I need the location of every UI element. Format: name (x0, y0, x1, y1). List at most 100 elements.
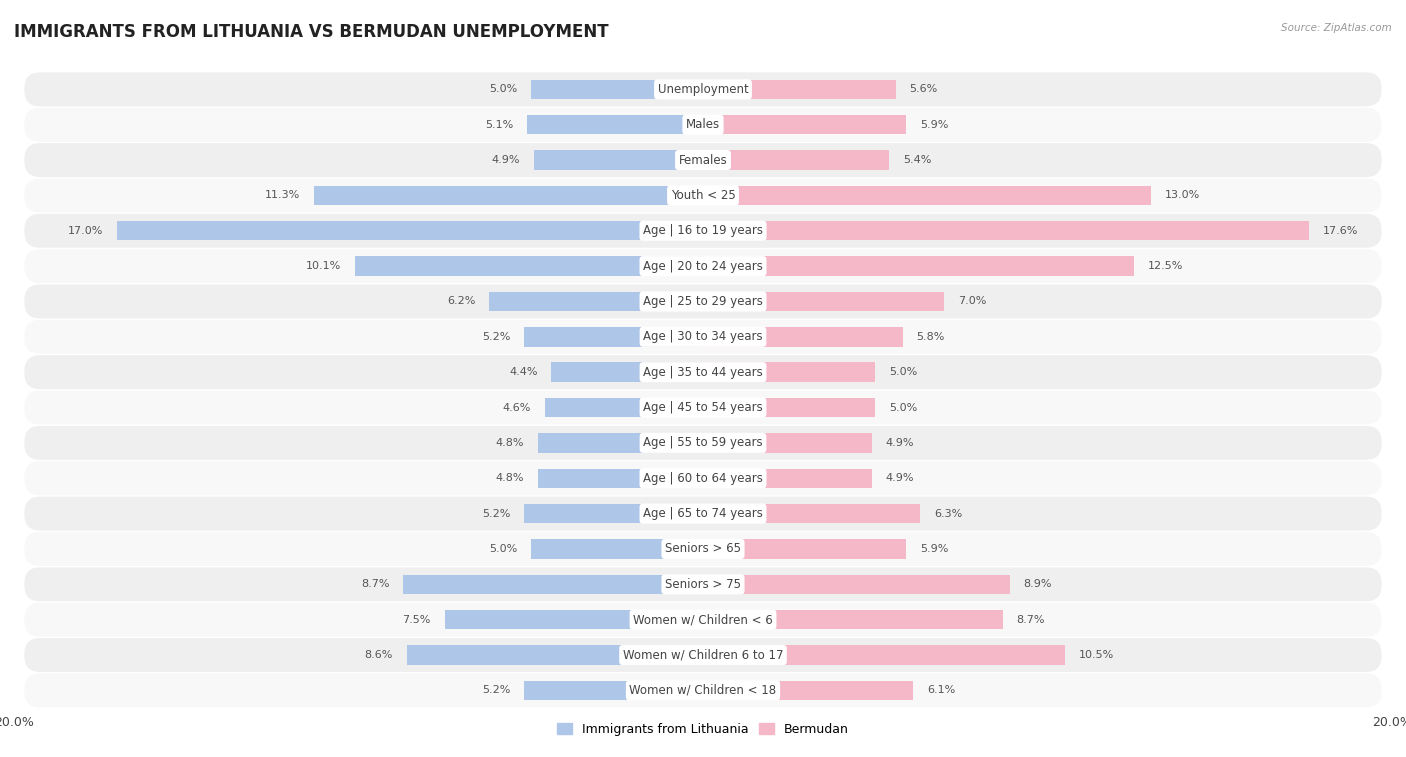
Text: 13.0%: 13.0% (1164, 191, 1199, 201)
Text: 10.1%: 10.1% (307, 261, 342, 271)
Bar (703, 327, 903, 347)
Bar (524, 681, 703, 700)
Text: 5.2%: 5.2% (482, 509, 510, 519)
Bar (356, 257, 703, 276)
Text: Unemployment: Unemployment (658, 83, 748, 96)
FancyBboxPatch shape (24, 143, 1382, 177)
Bar (444, 610, 703, 629)
Text: 5.0%: 5.0% (889, 403, 917, 413)
Bar (703, 115, 907, 135)
Text: 11.3%: 11.3% (264, 191, 299, 201)
FancyBboxPatch shape (24, 179, 1382, 213)
Bar (703, 433, 872, 453)
FancyBboxPatch shape (24, 674, 1382, 707)
Bar (703, 469, 872, 488)
Bar (703, 151, 889, 170)
Bar (531, 539, 703, 559)
Text: Age | 45 to 54 years: Age | 45 to 54 years (643, 401, 763, 414)
Text: 4.9%: 4.9% (886, 438, 914, 448)
Text: 5.9%: 5.9% (920, 120, 949, 129)
Text: 5.0%: 5.0% (489, 84, 517, 95)
Bar (703, 398, 875, 417)
Bar (703, 575, 1010, 594)
Text: Women w/ Children 6 to 17: Women w/ Children 6 to 17 (623, 649, 783, 662)
FancyBboxPatch shape (24, 638, 1382, 672)
Bar (537, 469, 703, 488)
Text: 8.7%: 8.7% (361, 579, 389, 589)
Text: Age | 55 to 59 years: Age | 55 to 59 years (643, 436, 763, 450)
Text: Age | 20 to 24 years: Age | 20 to 24 years (643, 260, 763, 273)
Text: 7.0%: 7.0% (957, 297, 986, 307)
Bar (703, 291, 945, 311)
Bar (524, 504, 703, 523)
Bar (406, 645, 703, 665)
Bar (703, 257, 1133, 276)
Bar (703, 79, 896, 99)
FancyBboxPatch shape (24, 73, 1382, 106)
Text: 5.0%: 5.0% (489, 544, 517, 554)
Text: 10.5%: 10.5% (1078, 650, 1114, 660)
Text: Source: ZipAtlas.com: Source: ZipAtlas.com (1281, 23, 1392, 33)
Text: Males: Males (686, 118, 720, 131)
Text: 5.4%: 5.4% (903, 155, 931, 165)
Bar (524, 327, 703, 347)
Text: Women w/ Children < 6: Women w/ Children < 6 (633, 613, 773, 626)
Text: 5.1%: 5.1% (485, 120, 513, 129)
Text: 6.3%: 6.3% (934, 509, 962, 519)
Bar (703, 504, 920, 523)
Bar (527, 115, 703, 135)
Text: IMMIGRANTS FROM LITHUANIA VS BERMUDAN UNEMPLOYMENT: IMMIGRANTS FROM LITHUANIA VS BERMUDAN UN… (14, 23, 609, 41)
Text: 7.5%: 7.5% (402, 615, 430, 625)
Text: 8.7%: 8.7% (1017, 615, 1045, 625)
Text: 5.6%: 5.6% (910, 84, 938, 95)
Text: 6.1%: 6.1% (927, 685, 955, 696)
Text: 6.2%: 6.2% (447, 297, 475, 307)
Bar (404, 575, 703, 594)
FancyBboxPatch shape (24, 461, 1382, 495)
Text: Seniors > 75: Seniors > 75 (665, 578, 741, 590)
Text: 4.8%: 4.8% (495, 473, 524, 483)
FancyBboxPatch shape (24, 567, 1382, 601)
Bar (314, 185, 703, 205)
Bar (703, 185, 1152, 205)
FancyBboxPatch shape (24, 603, 1382, 637)
Text: Age | 30 to 34 years: Age | 30 to 34 years (643, 330, 763, 344)
Bar (534, 151, 703, 170)
Text: 5.8%: 5.8% (917, 332, 945, 342)
Text: 4.9%: 4.9% (886, 473, 914, 483)
Text: 5.9%: 5.9% (920, 544, 949, 554)
Bar (117, 221, 703, 241)
Text: Age | 35 to 44 years: Age | 35 to 44 years (643, 366, 763, 378)
Bar (703, 645, 1064, 665)
FancyBboxPatch shape (24, 532, 1382, 566)
Bar (544, 398, 703, 417)
Text: 5.2%: 5.2% (482, 685, 510, 696)
Text: 4.4%: 4.4% (509, 367, 537, 377)
Text: 4.9%: 4.9% (492, 155, 520, 165)
Text: Age | 16 to 19 years: Age | 16 to 19 years (643, 224, 763, 237)
Text: 4.6%: 4.6% (502, 403, 531, 413)
Text: Age | 65 to 74 years: Age | 65 to 74 years (643, 507, 763, 520)
Text: Age | 60 to 64 years: Age | 60 to 64 years (643, 472, 763, 484)
Text: Seniors > 65: Seniors > 65 (665, 543, 741, 556)
Text: 17.0%: 17.0% (69, 226, 104, 235)
Bar (531, 79, 703, 99)
FancyBboxPatch shape (24, 249, 1382, 283)
FancyBboxPatch shape (24, 107, 1382, 142)
FancyBboxPatch shape (24, 355, 1382, 389)
Bar (703, 221, 1309, 241)
Bar (703, 539, 907, 559)
Bar (703, 681, 912, 700)
FancyBboxPatch shape (24, 285, 1382, 319)
Text: Youth < 25: Youth < 25 (671, 189, 735, 202)
Text: Women w/ Children < 18: Women w/ Children < 18 (630, 684, 776, 697)
FancyBboxPatch shape (24, 497, 1382, 531)
Text: 4.8%: 4.8% (495, 438, 524, 448)
Text: 5.2%: 5.2% (482, 332, 510, 342)
FancyBboxPatch shape (24, 426, 1382, 459)
Bar (537, 433, 703, 453)
Text: 17.6%: 17.6% (1323, 226, 1358, 235)
FancyBboxPatch shape (24, 320, 1382, 354)
Text: Females: Females (679, 154, 727, 167)
FancyBboxPatch shape (24, 213, 1382, 248)
